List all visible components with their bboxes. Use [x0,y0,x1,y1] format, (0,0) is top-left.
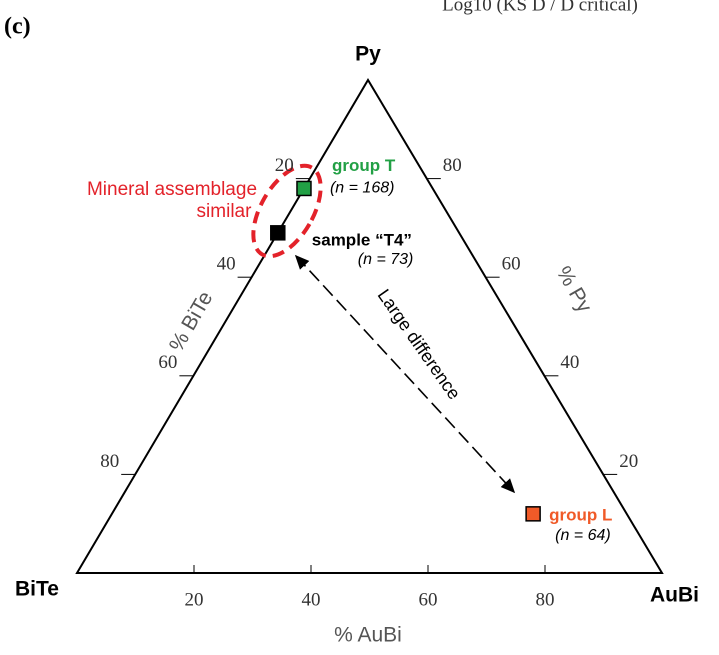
annotation: similar [197,201,253,222]
highlight-ellipse [251,163,323,259]
left-tick-label: 40 [217,254,236,275]
right-tick-label: 80 [443,155,462,176]
panel-label: (c) [4,14,31,40]
point-label: group T [332,156,396,175]
axis-label: % Py [552,263,597,317]
data-point [525,506,541,522]
data-point [296,180,312,197]
x-tick-label: 80 [536,589,555,610]
point-label: sample “T4” [312,230,412,249]
annotation: Mineral assemblage [87,179,257,200]
left-tick-label: 20 [275,155,294,176]
vertex-label: BiTe [15,578,59,601]
right-tick-label: 60 [502,254,521,275]
x-tick-label: 40 [302,589,321,610]
triangle [75,78,664,574]
left-tick-label: 60 [158,352,177,373]
left-tick-label: 80 [100,451,119,472]
x-tick-label: 60 [419,589,438,610]
axis-label: % BiTe [165,287,218,355]
vertex-label: Py [355,43,381,66]
x-tick-label: 20 [185,589,204,610]
vertex-label: AuBi [650,584,699,607]
annotation: Large difference [374,285,465,403]
right-tick-label: 20 [619,451,638,472]
point-note: (n = 168) [330,180,394,197]
point-label: group L [549,505,612,524]
top-note: Log10 (KS D / D critical) [442,0,638,15]
right-tick-label: 40 [560,352,579,373]
point-note: (n = 73) [358,251,414,268]
axis-label: % AuBi [334,624,402,647]
data-point [270,225,286,241]
arrow [294,254,516,494]
point-note: (n = 64) [555,527,611,544]
